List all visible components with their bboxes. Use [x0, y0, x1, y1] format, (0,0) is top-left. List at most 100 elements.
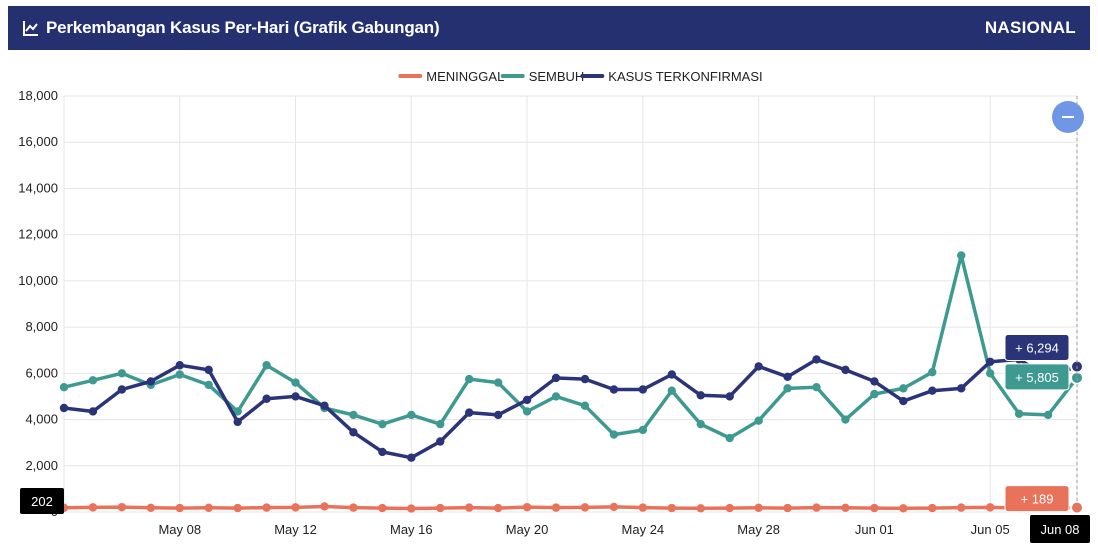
data-point[interactable] [59, 383, 69, 392]
data-point[interactable] [725, 392, 734, 401]
data-point[interactable] [522, 502, 532, 512]
data-point[interactable] [1070, 500, 1084, 515]
data-point[interactable] [233, 417, 242, 427]
data-point[interactable] [88, 376, 98, 385]
data-point[interactable] [320, 502, 329, 511]
data-point[interactable] [465, 408, 474, 417]
data-point[interactable] [1043, 410, 1053, 420]
data-point[interactable] [870, 389, 879, 399]
data-point[interactable] [493, 378, 503, 387]
data-point[interactable] [146, 377, 156, 386]
data-point[interactable] [580, 503, 590, 512]
data-point[interactable] [465, 503, 474, 512]
data-point[interactable] [320, 401, 329, 410]
data-point[interactable] [146, 503, 156, 513]
data-point[interactable] [985, 369, 995, 378]
data-point[interactable] [609, 430, 619, 439]
data-point[interactable] [59, 403, 69, 413]
data-point[interactable] [754, 416, 763, 425]
data-point[interactable] [349, 503, 358, 512]
data-point[interactable] [985, 503, 995, 512]
data-point[interactable] [349, 410, 358, 420]
legend-item[interactable]: MENINGGAL [398, 69, 504, 84]
data-point[interactable] [1014, 409, 1024, 418]
data-point[interactable] [378, 503, 387, 513]
data-point[interactable] [580, 401, 590, 410]
data-point[interactable] [667, 386, 676, 395]
data-point[interactable] [609, 502, 619, 512]
data-point[interactable] [783, 372, 792, 381]
data-point[interactable] [783, 384, 792, 393]
data-point[interactable] [870, 377, 879, 386]
data-point[interactable] [88, 503, 98, 512]
data-point[interactable] [88, 407, 98, 416]
data-point[interactable] [754, 362, 763, 371]
data-point[interactable] [899, 396, 908, 406]
data-point[interactable] [957, 384, 966, 393]
data-point[interactable] [812, 383, 821, 392]
data-point[interactable] [175, 503, 184, 513]
data-point[interactable] [291, 392, 300, 401]
data-point[interactable] [783, 503, 792, 513]
legend-item[interactable]: SEMBUH [500, 69, 585, 84]
data-point[interactable] [522, 407, 532, 416]
data-point[interactable] [117, 502, 127, 512]
data-point[interactable] [378, 419, 387, 429]
data-point[interactable] [551, 392, 561, 401]
combined-line-chart[interactable]: 02,0004,0006,0008,00010,00012,00014,0001… [0, 50, 1098, 550]
chart-legend[interactable]: MENINGGAL SEMBUH KASUS TERKONFIRMASI [398, 69, 763, 84]
data-point[interactable] [928, 367, 937, 377]
data-point[interactable] [841, 365, 850, 375]
data-point[interactable] [899, 384, 908, 393]
data-point[interactable] [291, 503, 300, 512]
data-point[interactable] [667, 370, 676, 379]
data-point[interactable] [870, 503, 879, 513]
data-point[interactable] [291, 378, 300, 387]
data-point[interactable] [551, 373, 561, 383]
data-point[interactable] [899, 504, 908, 513]
data-point[interactable] [436, 437, 445, 446]
data-point[interactable] [696, 391, 705, 400]
data-point[interactable] [985, 357, 995, 366]
data-point[interactable] [407, 504, 416, 513]
data-point[interactable] [812, 355, 821, 364]
data-point[interactable] [928, 386, 937, 395]
data-point[interactable] [233, 407, 242, 416]
data-point[interactable] [638, 385, 648, 394]
data-point[interactable] [696, 504, 705, 513]
data-point[interactable] [204, 365, 213, 375]
data-point[interactable] [754, 503, 763, 513]
data-point[interactable] [725, 433, 734, 443]
data-point[interactable] [609, 385, 619, 394]
data-point[interactable] [436, 419, 445, 429]
data-point[interactable] [262, 361, 271, 370]
data-point[interactable] [233, 503, 242, 513]
data-point[interactable] [262, 394, 271, 403]
data-point[interactable] [957, 503, 966, 512]
data-point[interactable] [551, 503, 561, 512]
data-point[interactable] [493, 503, 503, 513]
data-point[interactable] [204, 380, 213, 390]
data-point[interactable] [725, 503, 734, 513]
data-point[interactable] [407, 410, 416, 420]
data-point[interactable] [841, 503, 850, 513]
data-point[interactable] [436, 503, 445, 513]
data-point[interactable] [841, 415, 850, 424]
data-point[interactable] [407, 453, 416, 462]
data-point[interactable] [493, 410, 503, 420]
data-point[interactable] [667, 503, 676, 513]
legend-item[interactable]: KASUS TERKONFIRMASI [580, 69, 763, 84]
data-point[interactable] [262, 503, 271, 512]
zoom-reset-button[interactable] [1052, 101, 1084, 133]
data-point[interactable] [204, 503, 213, 513]
data-point[interactable] [522, 395, 532, 405]
data-point[interactable] [928, 503, 937, 513]
data-point[interactable] [117, 369, 127, 378]
data-point[interactable] [349, 428, 358, 437]
data-point[interactable] [696, 419, 705, 429]
data-point[interactable] [175, 361, 184, 370]
data-point[interactable] [117, 385, 127, 394]
data-point[interactable] [638, 503, 648, 512]
data-point[interactable] [465, 374, 474, 384]
data-point[interactable] [378, 447, 387, 457]
